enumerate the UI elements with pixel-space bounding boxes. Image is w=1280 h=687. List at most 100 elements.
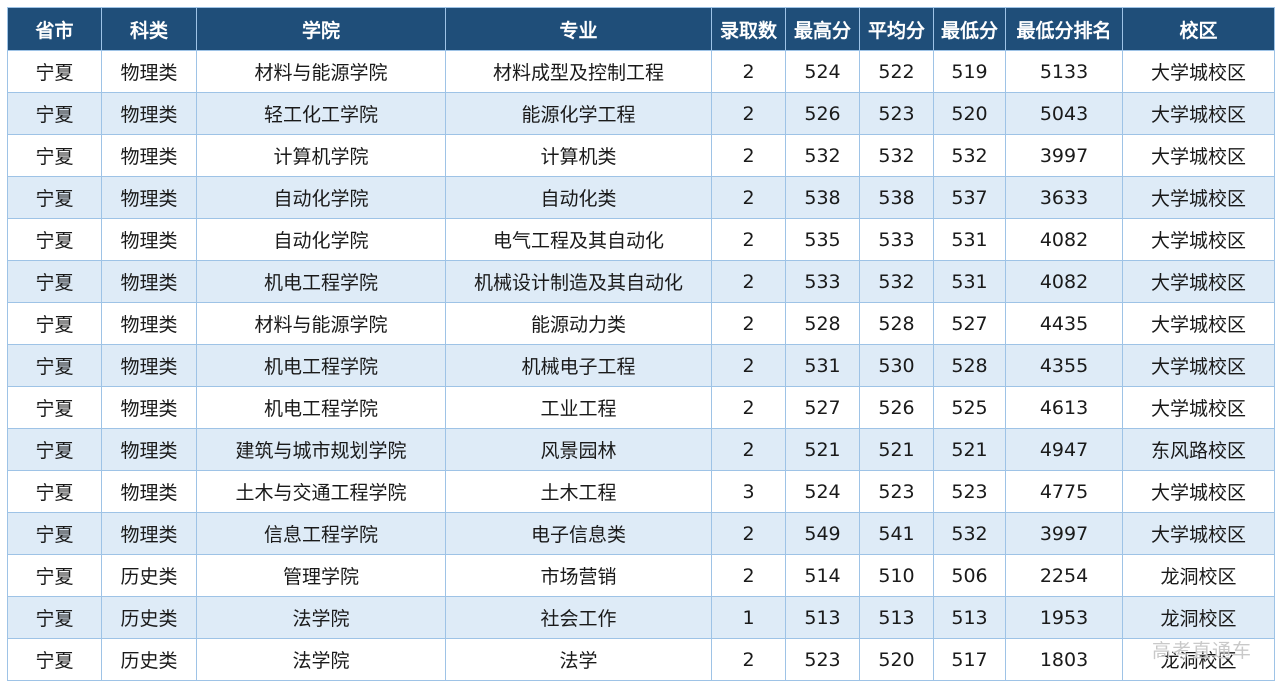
cell-max-score: 524 bbox=[785, 50, 860, 93]
cell-campus: 大学城校区 bbox=[1122, 260, 1275, 303]
cell-major: 能源动力类 bbox=[445, 302, 712, 345]
cell-admitted-count: 2 bbox=[711, 344, 786, 387]
table-row: 宁夏 物理类 土木与交通工程学院 土木工程 3 524 523 523 4775 大学城校区 bbox=[7, 470, 1275, 513]
cell-campus: 大学城校区 bbox=[1122, 50, 1275, 93]
cell-avg-score: 526 bbox=[859, 386, 934, 429]
cell-avg-score: 510 bbox=[859, 554, 934, 597]
cell-min-score-rank: 4613 bbox=[1005, 386, 1123, 429]
cell-admitted-count: 2 bbox=[711, 638, 786, 681]
cell-province: 宁夏 bbox=[7, 218, 102, 261]
header-row: 省市 科类 学院 专业 录取数 最高分 平均分 最低分 最低分排名 校区 bbox=[7, 7, 1275, 51]
cell-min-score: 519 bbox=[933, 50, 1006, 93]
cell-subject-category: 物理类 bbox=[101, 92, 197, 135]
cell-min-score: 521 bbox=[933, 428, 1006, 471]
header-min-score-rank: 最低分排名 bbox=[1005, 7, 1123, 51]
cell-subject-category: 物理类 bbox=[101, 50, 197, 93]
cell-avg-score: 521 bbox=[859, 428, 934, 471]
cell-min-score-rank: 4082 bbox=[1005, 218, 1123, 261]
cell-college: 材料与能源学院 bbox=[196, 302, 446, 345]
table-row: 宁夏 物理类 机电工程学院 机械电子工程 2 531 530 528 4355 大学城校区 bbox=[7, 344, 1275, 387]
table-row: 宁夏 历史类 法学院 社会工作 1 513 513 513 1953 龙洞校区 bbox=[7, 596, 1275, 639]
cell-province: 宁夏 bbox=[7, 134, 102, 177]
table-row: 宁夏 历史类 管理学院 市场营销 2 514 510 506 2254 龙洞校区 bbox=[7, 554, 1275, 597]
cell-college: 建筑与城市规划学院 bbox=[196, 428, 446, 471]
cell-college: 机电工程学院 bbox=[196, 260, 446, 303]
cell-max-score: 524 bbox=[785, 470, 860, 513]
cell-max-score: 514 bbox=[785, 554, 860, 597]
admission-score-table: 省市 科类 学院 专业 录取数 最高分 平均分 最低分 最低分排名 校区 宁夏 物理类 材料与能源学院… bbox=[7, 7, 1275, 681]
cell-college: 自动化学院 bbox=[196, 176, 446, 219]
cell-min-score-rank: 1803 bbox=[1005, 638, 1123, 681]
cell-campus: 龙洞校区 bbox=[1122, 638, 1275, 681]
cell-major: 计算机类 bbox=[445, 134, 712, 177]
cell-major: 电子信息类 bbox=[445, 512, 712, 555]
table-row: 宁夏 物理类 轻工化工学院 能源化学工程 2 526 523 520 5043 大学城校区 bbox=[7, 92, 1275, 135]
table-row: 宁夏 物理类 机电工程学院 机械设计制造及其自动化 2 533 532 531 4082 大学城校… bbox=[7, 260, 1275, 303]
cell-min-score-rank: 5133 bbox=[1005, 50, 1123, 93]
cell-min-score: 531 bbox=[933, 260, 1006, 303]
cell-province: 宁夏 bbox=[7, 470, 102, 513]
cell-admitted-count: 2 bbox=[711, 302, 786, 345]
cell-province: 宁夏 bbox=[7, 512, 102, 555]
cell-subject-category: 历史类 bbox=[101, 596, 197, 639]
cell-college: 材料与能源学院 bbox=[196, 50, 446, 93]
cell-college: 机电工程学院 bbox=[196, 344, 446, 387]
cell-admitted-count: 2 bbox=[711, 218, 786, 261]
cell-admitted-count: 2 bbox=[711, 176, 786, 219]
cell-max-score: 531 bbox=[785, 344, 860, 387]
cell-min-score-rank: 3633 bbox=[1005, 176, 1123, 219]
cell-campus: 大学城校区 bbox=[1122, 470, 1275, 513]
cell-subject-category: 物理类 bbox=[101, 260, 197, 303]
cell-college: 土木与交通工程学院 bbox=[196, 470, 446, 513]
cell-avg-score: 522 bbox=[859, 50, 934, 93]
header-major: 专业 bbox=[445, 7, 712, 51]
cell-province: 宁夏 bbox=[7, 176, 102, 219]
table-row: 宁夏 物理类 自动化学院 电气工程及其自动化 2 535 533 531 4082 大学城校区 bbox=[7, 218, 1275, 261]
cell-campus: 大学城校区 bbox=[1122, 512, 1275, 555]
cell-min-score: 523 bbox=[933, 470, 1006, 513]
cell-max-score: 532 bbox=[785, 134, 860, 177]
table-row: 宁夏 物理类 机电工程学院 工业工程 2 527 526 525 4613 大学城校区 bbox=[7, 386, 1275, 429]
cell-campus: 东风路校区 bbox=[1122, 428, 1275, 471]
cell-admitted-count: 2 bbox=[711, 92, 786, 135]
cell-college: 信息工程学院 bbox=[196, 512, 446, 555]
cell-admitted-count: 2 bbox=[711, 50, 786, 93]
cell-min-score-rank: 3997 bbox=[1005, 134, 1123, 177]
cell-province: 宁夏 bbox=[7, 92, 102, 135]
cell-campus: 大学城校区 bbox=[1122, 134, 1275, 177]
cell-subject-category: 物理类 bbox=[101, 134, 197, 177]
cell-campus: 龙洞校区 bbox=[1122, 554, 1275, 597]
cell-avg-score: 541 bbox=[859, 512, 934, 555]
cell-min-score: 520 bbox=[933, 92, 1006, 135]
header-subject-category: 科类 bbox=[101, 7, 197, 51]
cell-major: 法学 bbox=[445, 638, 712, 681]
cell-college: 管理学院 bbox=[196, 554, 446, 597]
cell-campus: 大学城校区 bbox=[1122, 386, 1275, 429]
cell-min-score: 528 bbox=[933, 344, 1006, 387]
cell-avg-score: 513 bbox=[859, 596, 934, 639]
cell-min-score-rank: 4435 bbox=[1005, 302, 1123, 345]
cell-major: 工业工程 bbox=[445, 386, 712, 429]
cell-min-score-rank: 3997 bbox=[1005, 512, 1123, 555]
cell-major: 风景园林 bbox=[445, 428, 712, 471]
cell-avg-score: 528 bbox=[859, 302, 934, 345]
cell-max-score: 535 bbox=[785, 218, 860, 261]
cell-college: 轻工化工学院 bbox=[196, 92, 446, 135]
header-province: 省市 bbox=[7, 7, 102, 51]
cell-admitted-count: 1 bbox=[711, 596, 786, 639]
cell-max-score: 533 bbox=[785, 260, 860, 303]
cell-subject-category: 物理类 bbox=[101, 512, 197, 555]
cell-max-score: 521 bbox=[785, 428, 860, 471]
cell-min-score-rank: 4082 bbox=[1005, 260, 1123, 303]
cell-college: 机电工程学院 bbox=[196, 386, 446, 429]
cell-min-score: 517 bbox=[933, 638, 1006, 681]
cell-admitted-count: 2 bbox=[711, 428, 786, 471]
cell-avg-score: 532 bbox=[859, 260, 934, 303]
cell-subject-category: 物理类 bbox=[101, 428, 197, 471]
cell-major: 机械设计制造及其自动化 bbox=[445, 260, 712, 303]
cell-avg-score: 523 bbox=[859, 470, 934, 513]
cell-max-score: 523 bbox=[785, 638, 860, 681]
cell-province: 宁夏 bbox=[7, 260, 102, 303]
cell-subject-category: 物理类 bbox=[101, 386, 197, 429]
cell-subject-category: 历史类 bbox=[101, 638, 197, 681]
